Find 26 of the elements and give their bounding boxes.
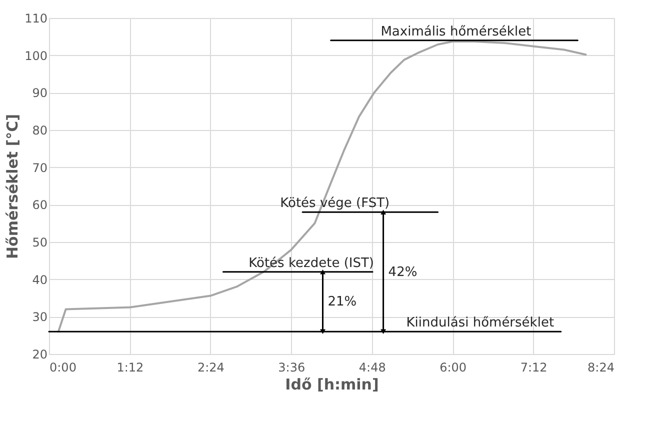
y-tick-label: 70: [32, 160, 48, 175]
y-tick-label: 20: [32, 348, 48, 362]
x-tick-label: 1:12: [116, 360, 144, 374]
annotation: Maximális hőmérséklet: [380, 24, 532, 40]
y-axis-title: Hőmérséklet [°C]: [4, 114, 22, 260]
annotation: 42%: [388, 264, 418, 280]
x-axis-title: Idő [h:min]: [285, 376, 379, 394]
annotation: Kötés kezdete (IST): [248, 256, 374, 271]
x-tick-label: 0:00: [50, 360, 76, 374]
y-tick-label: 30: [32, 310, 48, 324]
annotation: 21%: [328, 294, 357, 310]
x-tick-label: 6:00: [440, 360, 467, 374]
x-tick-label: 3:36: [278, 360, 306, 374]
y-tick-label: 90: [32, 86, 48, 100]
x-tick-label: 4:48: [358, 360, 386, 374]
x-tick-label: 7:12: [520, 360, 548, 374]
y-tick-label: 110: [24, 12, 48, 26]
y-tick-label: 50: [32, 236, 48, 250]
x-tick-label: 2:24: [197, 360, 224, 374]
annotation: Kiindulási hőmérséklet: [406, 316, 554, 331]
y-tick-label: 40: [32, 272, 48, 287]
annotation: Kötés vége (FST): [280, 196, 390, 212]
y-tick-label: 100: [24, 48, 48, 63]
x-tick-label: 8:24: [588, 360, 614, 374]
y-tick-label: 80: [32, 124, 48, 138]
y-tick-label: 60: [32, 198, 48, 212]
